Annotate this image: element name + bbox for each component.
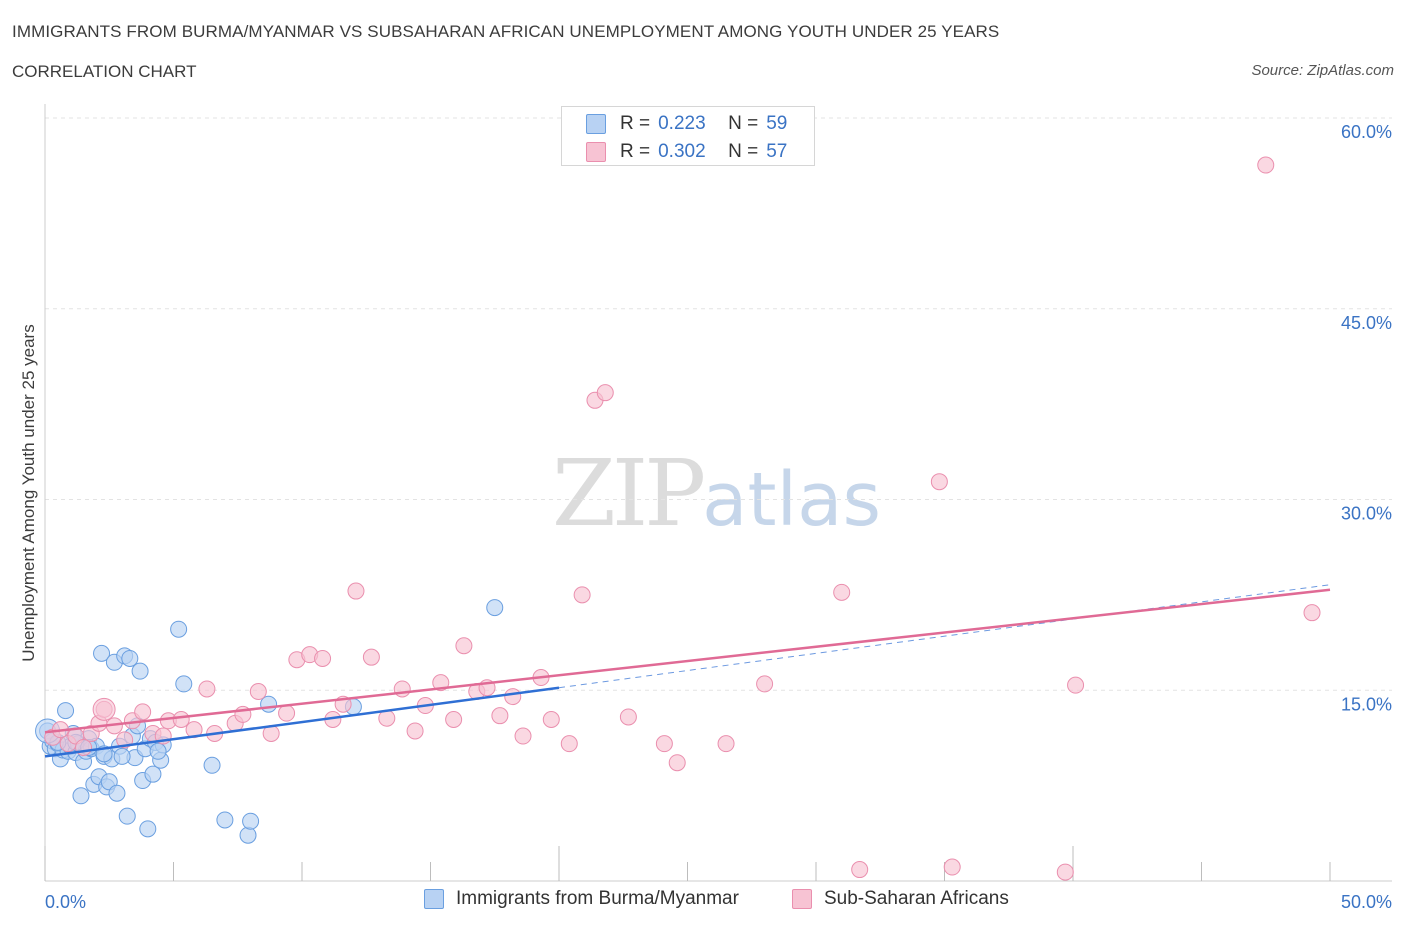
subsaharan-point xyxy=(717,735,735,753)
burma-point xyxy=(57,702,75,720)
subsaharan-point xyxy=(668,754,686,772)
subsaharan-point xyxy=(619,708,637,726)
burma-point xyxy=(239,826,257,844)
burma-point xyxy=(113,747,131,765)
subsaharan-point xyxy=(573,586,591,604)
watermark-zip: ZIP xyxy=(552,440,706,547)
subsaharan-point xyxy=(851,861,869,879)
subsaharan-point xyxy=(596,384,614,402)
series-subsaharan-points xyxy=(44,156,1321,881)
subsaharan-point xyxy=(560,735,578,753)
legend-n-value: 59 xyxy=(766,113,788,134)
subsaharan-point xyxy=(347,582,365,600)
subsaharan-point xyxy=(249,683,267,701)
subsaharan-point xyxy=(172,710,190,728)
subsaharan-point xyxy=(362,648,380,666)
subsaharan-point xyxy=(116,731,134,749)
axes xyxy=(44,104,1392,882)
subsaharan-point xyxy=(432,674,450,692)
burma-trend-extension xyxy=(558,584,1331,689)
burma-point xyxy=(260,695,278,713)
legend-row-subsaharan: R = 0.302 N = 57 xyxy=(586,140,787,164)
subsaharan-point xyxy=(314,649,332,667)
burma-point xyxy=(139,820,157,838)
subsaharan-trend-line xyxy=(44,588,1331,734)
subsaharan-point xyxy=(1067,676,1085,694)
subsaharan-point xyxy=(445,710,463,728)
subsaharan-point xyxy=(514,727,532,745)
subsaharan-point xyxy=(406,722,424,740)
y-tick-label: 45.0% xyxy=(1341,313,1392,333)
legend-n-label: N = xyxy=(728,141,759,162)
burma-point xyxy=(149,742,167,760)
subsaharan-point xyxy=(943,858,961,876)
legend-n-label: N = xyxy=(728,113,759,134)
chart-subtitle: CORRELATION CHART xyxy=(12,62,197,81)
legend-row-burma: R = 0.223 N = 59 xyxy=(586,112,787,136)
subsaharan-point xyxy=(1303,604,1321,622)
legend-r-label: R = xyxy=(620,141,651,162)
subsaharan-point xyxy=(504,688,522,706)
burma-point xyxy=(118,807,136,825)
subsaharan-point xyxy=(393,680,411,698)
chart-title: IMMIGRANTS FROM BURMA/MYANMAR VS SUBSAHA… xyxy=(12,22,1000,41)
zipatlas-watermark: ZIPatlas xyxy=(552,440,881,547)
subsaharan-point-cluster xyxy=(92,697,116,721)
y-axis-label: Unemployment Among Youth under 25 years xyxy=(19,324,38,661)
subsaharan-point xyxy=(1056,863,1074,881)
burma-point xyxy=(72,787,90,805)
burma-point xyxy=(216,811,234,829)
trend-lines xyxy=(44,584,1331,758)
y-tick-label: 15.0% xyxy=(1341,694,1392,714)
legend-swatch-blue xyxy=(424,889,444,909)
legend-swatch-pink xyxy=(792,889,812,909)
y-tick-label: 60.0% xyxy=(1341,122,1392,142)
subsaharan-point xyxy=(542,710,560,728)
x-tick-label: 50.0% xyxy=(1341,892,1392,912)
burma-point xyxy=(175,675,193,693)
legend-series-name: Immigrants from Burma/Myanmar xyxy=(456,888,739,909)
legend-series-name: Sub-Saharan Africans xyxy=(824,888,1009,909)
subsaharan-point xyxy=(455,637,473,655)
x-tick-label: 0.0% xyxy=(45,892,86,912)
subsaharan-point xyxy=(134,703,152,721)
subsaharan-point xyxy=(491,707,509,725)
burma-point xyxy=(170,620,188,638)
subsaharan-point xyxy=(756,675,774,693)
grid-lines xyxy=(45,117,1392,691)
legend-r-label: R = xyxy=(620,113,651,134)
bottom-legend-subsaharan: Sub-Saharan Africans xyxy=(792,888,1009,910)
burma-point xyxy=(242,812,260,830)
subsaharan-point xyxy=(1257,156,1275,174)
subsaharan-point xyxy=(198,680,216,698)
burma-point xyxy=(486,599,504,617)
subsaharan-point xyxy=(930,473,948,491)
burma-point xyxy=(131,662,149,680)
bottom-legend-burma: Immigrants from Burma/Myanmar xyxy=(424,888,739,910)
legend-r-value: 0.223 xyxy=(658,113,706,134)
legend-swatch-pink xyxy=(586,142,606,162)
correlation-legend: R = 0.223 N = 59 R = 0.302 N = 57 xyxy=(561,106,815,166)
burma-point xyxy=(144,765,162,783)
tick-labels: 15.0% 30.0% 45.0% 60.0% 0.0% 50.0% xyxy=(45,122,1392,912)
subsaharan-point xyxy=(833,583,851,601)
subsaharan-point xyxy=(278,704,296,722)
y-tick-label: 30.0% xyxy=(1341,504,1392,524)
burma-point xyxy=(93,644,111,662)
burma-point xyxy=(108,784,126,802)
burma-point xyxy=(203,756,221,774)
burma-trend-line xyxy=(44,686,560,758)
burma-point xyxy=(121,649,139,667)
legend-swatch-blue xyxy=(586,114,606,134)
legend-r-value: 0.302 xyxy=(658,141,706,162)
legend-n-value: 57 xyxy=(766,141,788,162)
subsaharan-point xyxy=(655,735,673,753)
source-label: Source: ZipAtlas.com xyxy=(1251,62,1394,79)
